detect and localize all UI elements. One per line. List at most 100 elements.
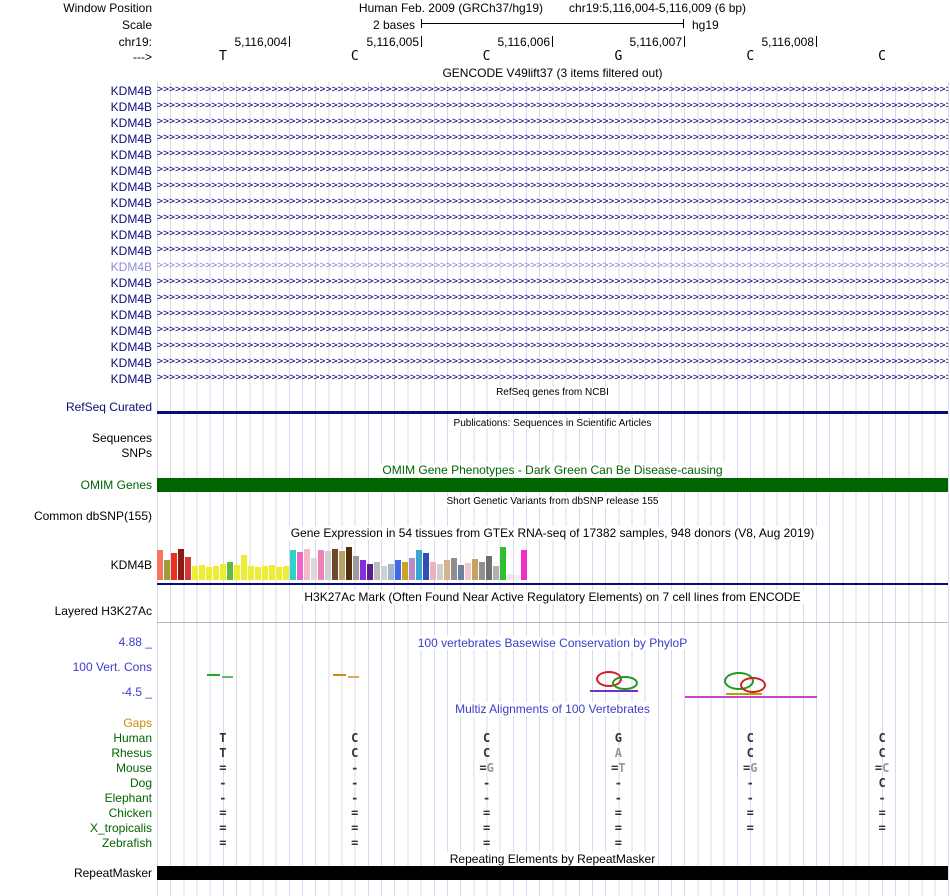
repeatmasker-title[interactable]: Repeating Elements by RepeatMasker bbox=[157, 852, 948, 866]
transcript-arrow-row[interactable]: >>>>>>>>>>>>>>>>>>>>>>>>>>>>>>>>>>>>>>>>… bbox=[157, 372, 948, 383]
alignment-base: - bbox=[746, 776, 754, 790]
reference-base: C bbox=[746, 49, 755, 64]
transcript-label[interactable]: KDM4B bbox=[110, 356, 152, 370]
alignment-base: =G bbox=[479, 761, 494, 775]
species-label[interactable]: Dog bbox=[129, 776, 152, 790]
transcript-label[interactable]: KDM4B bbox=[110, 148, 152, 162]
phylop-mark bbox=[348, 676, 359, 678]
transcript-arrow-row[interactable]: >>>>>>>>>>>>>>>>>>>>>>>>>>>>>>>>>>>>>>>>… bbox=[157, 276, 948, 287]
gtex-bar bbox=[458, 565, 464, 580]
publications-title[interactable]: Publications: Sequences in Scientific Ar… bbox=[157, 417, 948, 431]
alignment-base: G bbox=[614, 731, 622, 745]
gtex-bar bbox=[325, 551, 331, 580]
gtex-bar bbox=[388, 564, 394, 580]
gtex-bar bbox=[514, 575, 520, 580]
transcript-arrow-row[interactable]: >>>>>>>>>>>>>>>>>>>>>>>>>>>>>>>>>>>>>>>>… bbox=[157, 324, 948, 335]
alignment-base: = bbox=[746, 806, 754, 820]
alignment-base: C bbox=[746, 746, 754, 760]
reference-base: G bbox=[614, 49, 623, 64]
gtex-bar bbox=[318, 550, 324, 580]
species-label[interactable]: X_tropicalis bbox=[89, 821, 152, 835]
transcript-label[interactable]: KDM4B bbox=[110, 164, 152, 178]
repeatmasker-label[interactable]: RepeatMasker bbox=[73, 866, 152, 880]
transcript-arrow-row[interactable]: >>>>>>>>>>>>>>>>>>>>>>>>>>>>>>>>>>>>>>>>… bbox=[157, 100, 948, 111]
multiz-title[interactable]: Multiz Alignments of 100 Vertebrates bbox=[157, 702, 948, 716]
sequences-label[interactable]: Sequences bbox=[91, 431, 152, 445]
omim-title[interactable]: OMIM Gene Phenotypes - Dark Green Can Be… bbox=[157, 463, 948, 477]
transcript-label[interactable]: KDM4B bbox=[110, 340, 152, 354]
transcript-label[interactable]: KDM4B bbox=[110, 292, 152, 306]
repeatmasker-bar[interactable] bbox=[157, 866, 948, 880]
transcript-label[interactable]: KDM4B bbox=[110, 260, 152, 274]
phylop-title[interactable]: 100 vertebrates Basewise Conservation by… bbox=[157, 636, 948, 650]
alignment-base: = bbox=[482, 836, 491, 850]
transcript-arrow-row[interactable]: >>>>>>>>>>>>>>>>>>>>>>>>>>>>>>>>>>>>>>>>… bbox=[157, 84, 948, 95]
transcript-label[interactable]: KDM4B bbox=[110, 212, 152, 226]
gtex-bar bbox=[367, 564, 373, 580]
transcript-label[interactable]: KDM4B bbox=[110, 372, 152, 386]
transcript-arrow-row[interactable]: >>>>>>>>>>>>>>>>>>>>>>>>>>>>>>>>>>>>>>>>… bbox=[157, 356, 948, 367]
phylop-track-label[interactable]: 100 Vert. Cons bbox=[72, 660, 152, 674]
transcript-label[interactable]: KDM4B bbox=[110, 244, 152, 258]
transcript-label[interactable]: KDM4B bbox=[110, 324, 152, 338]
gtex-bar bbox=[402, 562, 408, 580]
species-label[interactable]: Zebrafish bbox=[101, 836, 152, 850]
gtex-bar bbox=[164, 560, 170, 580]
transcript-arrow-row[interactable]: >>>>>>>>>>>>>>>>>>>>>>>>>>>>>>>>>>>>>>>>… bbox=[157, 164, 948, 175]
alignment-base: - bbox=[351, 776, 359, 790]
ruler-tick-mark bbox=[289, 36, 290, 47]
transcript-arrow-row[interactable]: >>>>>>>>>>>>>>>>>>>>>>>>>>>>>>>>>>>>>>>>… bbox=[157, 308, 948, 319]
omim-genes-label[interactable]: OMIM Genes bbox=[80, 478, 152, 492]
chrom-label: chr19: bbox=[118, 35, 152, 49]
transcript-arrow-row[interactable]: >>>>>>>>>>>>>>>>>>>>>>>>>>>>>>>>>>>>>>>>… bbox=[157, 212, 948, 223]
transcript-arrow-row[interactable]: >>>>>>>>>>>>>>>>>>>>>>>>>>>>>>>>>>>>>>>>… bbox=[157, 196, 948, 207]
ruler-tick-mark bbox=[552, 36, 553, 47]
gtex-bar bbox=[507, 574, 513, 580]
alignment-base: - bbox=[219, 791, 227, 805]
phylop-mark bbox=[740, 677, 766, 693]
transcript-arrow-row[interactable]: >>>>>>>>>>>>>>>>>>>>>>>>>>>>>>>>>>>>>>>>… bbox=[157, 148, 948, 159]
transcript-arrow-row[interactable]: >>>>>>>>>>>>>>>>>>>>>>>>>>>>>>>>>>>>>>>>… bbox=[157, 132, 948, 143]
species-label[interactable]: Rhesus bbox=[111, 746, 152, 760]
transcript-arrow-row[interactable]: >>>>>>>>>>>>>>>>>>>>>>>>>>>>>>>>>>>>>>>>… bbox=[157, 228, 948, 239]
refseq-gene-line[interactable] bbox=[157, 411, 948, 414]
h3k27ac-label[interactable]: Layered H3K27Ac bbox=[54, 604, 152, 618]
snps-label[interactable]: SNPs bbox=[121, 446, 152, 460]
species-label[interactable]: Human bbox=[113, 731, 152, 745]
species-label[interactable]: Elephant bbox=[104, 791, 152, 805]
transcript-label[interactable]: KDM4B bbox=[110, 180, 152, 194]
h3k27ac-title[interactable]: H3K27Ac Mark (Often Found Near Active Re… bbox=[157, 590, 948, 604]
dbsnp-title[interactable]: Short Genetic Variants from dbSNP releas… bbox=[157, 495, 948, 509]
gencode-title[interactable]: GENCODE V49lift37 (3 items filtered out) bbox=[157, 66, 948, 80]
gtex-title[interactable]: Gene Expression in 54 tissues from GTEx … bbox=[157, 526, 948, 540]
transcript-arrow-row[interactable]: >>>>>>>>>>>>>>>>>>>>>>>>>>>>>>>>>>>>>>>>… bbox=[157, 340, 948, 351]
transcript-label[interactable]: KDM4B bbox=[110, 276, 152, 290]
gtex-bar bbox=[486, 556, 492, 580]
refseq-curated-label[interactable]: RefSeq Curated bbox=[65, 400, 152, 414]
species-label[interactable]: Chicken bbox=[108, 806, 152, 820]
transcript-arrow-row[interactable]: >>>>>>>>>>>>>>>>>>>>>>>>>>>>>>>>>>>>>>>>… bbox=[157, 180, 948, 191]
alignment-base: - bbox=[351, 761, 359, 775]
transcript-arrow-row[interactable]: >>>>>>>>>>>>>>>>>>>>>>>>>>>>>>>>>>>>>>>>… bbox=[157, 292, 948, 303]
species-label[interactable]: Mouse bbox=[115, 761, 152, 775]
refseq-title[interactable]: RefSeq genes from NCBI bbox=[157, 386, 948, 400]
transcript-label[interactable]: KDM4B bbox=[110, 84, 152, 98]
transcript-label[interactable]: KDM4B bbox=[110, 196, 152, 210]
transcript-arrow-row[interactable]: >>>>>>>>>>>>>>>>>>>>>>>>>>>>>>>>>>>>>>>>… bbox=[157, 244, 948, 255]
transcript-label[interactable]: KDM4B bbox=[110, 100, 152, 114]
transcript-label[interactable]: KDM4B bbox=[110, 308, 152, 322]
gtex-bar-chart[interactable] bbox=[157, 545, 537, 580]
gtex-gene-label[interactable]: KDM4B bbox=[110, 558, 152, 572]
dbsnp-label[interactable]: Common dbSNP(155) bbox=[33, 509, 152, 523]
position-text: chr19:5,116,004-5,116,009 (6 bp) bbox=[569, 1, 747, 15]
reference-base: T bbox=[218, 49, 227, 64]
transcript-arrow-row[interactable]: >>>>>>>>>>>>>>>>>>>>>>>>>>>>>>>>>>>>>>>>… bbox=[157, 260, 948, 271]
alignment-base: T bbox=[219, 746, 227, 760]
reference-base: C bbox=[482, 49, 491, 64]
omim-gene-bar[interactable] bbox=[157, 478, 948, 492]
transcript-label[interactable]: KDM4B bbox=[110, 132, 152, 146]
transcript-label[interactable]: KDM4B bbox=[110, 116, 152, 130]
transcript-label[interactable]: KDM4B bbox=[110, 228, 152, 242]
species-label[interactable]: Gaps bbox=[123, 716, 152, 730]
transcript-arrow-row[interactable]: >>>>>>>>>>>>>>>>>>>>>>>>>>>>>>>>>>>>>>>>… bbox=[157, 116, 948, 127]
